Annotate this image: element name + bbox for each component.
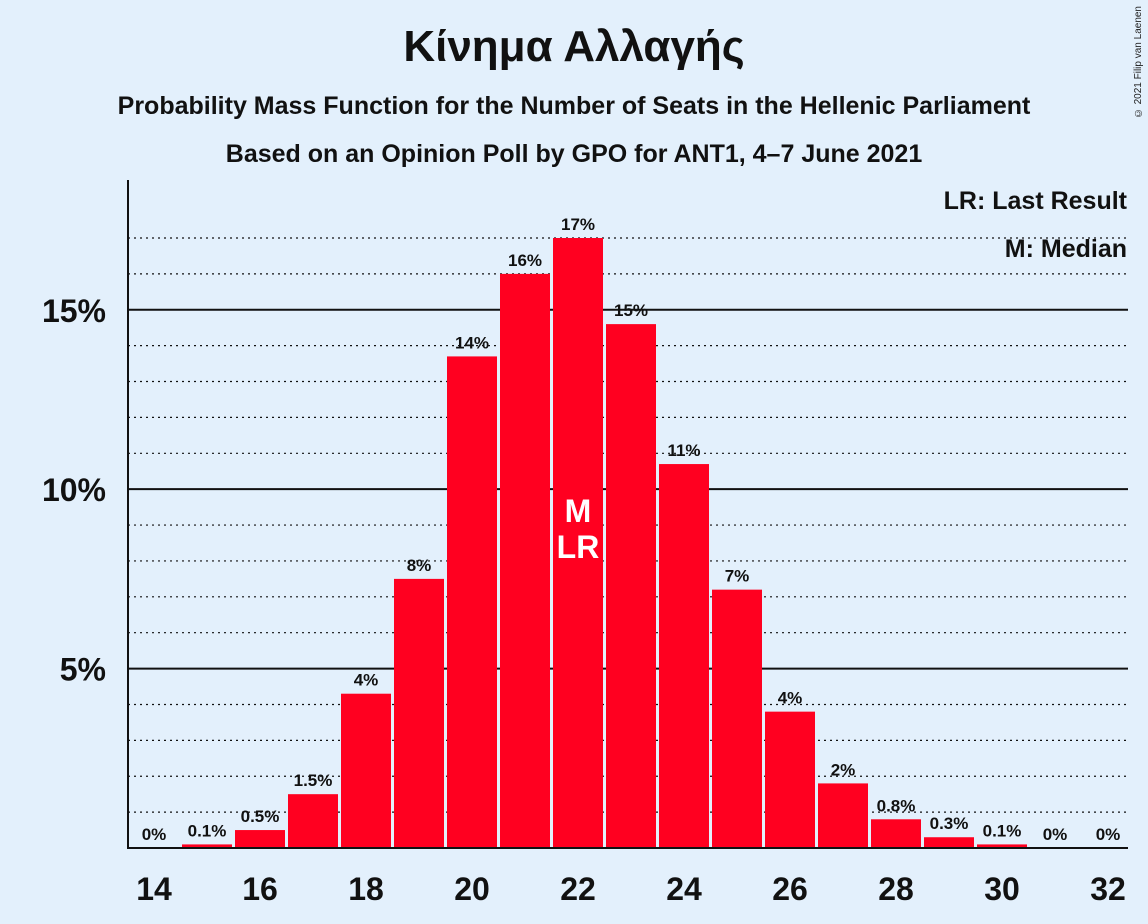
data-label-22: 17% — [561, 215, 595, 234]
bar-18 — [341, 693, 391, 848]
data-label-25: 7% — [725, 567, 750, 586]
data-labels: 0% 0.1% 0.5% 1.5% 4% 8% 14% 16% 17% 15% 11% 7% 4% 2% 0… — [142, 215, 1121, 844]
data-label-16: 0.5% — [241, 807, 280, 826]
x-tick-label-14: 14 — [136, 871, 172, 907]
bar-28 — [871, 819, 921, 848]
bar-29 — [924, 837, 974, 848]
x-tick-label-16: 16 — [242, 871, 278, 907]
data-label-24: 11% — [667, 441, 700, 460]
y-tick-label-15: 15% — [42, 293, 106, 329]
data-label-26: 4% — [778, 689, 803, 708]
bars — [182, 238, 1027, 849]
x-tick-label-24: 24 — [666, 871, 702, 907]
bar-23 — [606, 324, 656, 848]
bar-15 — [182, 844, 232, 848]
data-label-19: 8% — [407, 556, 432, 575]
x-tick-label-22: 22 — [560, 871, 596, 907]
y-tick-label-5: 5% — [60, 652, 106, 688]
data-label-28: 0.8% — [877, 796, 916, 815]
axes: 5% 10% 15% 14 16 18 20 22 24 26 28 30 32 — [42, 180, 1128, 907]
bar-19 — [394, 578, 444, 848]
legend-median: M: Median — [1005, 235, 1127, 263]
x-tick-label-28: 28 — [878, 871, 914, 907]
data-label-18: 4% — [354, 671, 379, 690]
data-label-14: 0% — [142, 825, 167, 844]
data-label-29: 0.3% — [930, 814, 969, 833]
bar-26 — [765, 711, 815, 848]
data-label-32: 0% — [1096, 825, 1121, 844]
last-result-marker: LR — [557, 529, 600, 565]
chart-subtitle-source: Based on an Opinion Poll by GPO for ANT1… — [225, 140, 923, 168]
data-label-31: 0% — [1043, 825, 1068, 844]
bar-30 — [977, 844, 1027, 848]
data-label-27: 2% — [831, 760, 856, 779]
x-tick-label-30: 30 — [984, 871, 1020, 907]
data-label-15: 0.1% — [188, 821, 227, 840]
x-tick-label-20: 20 — [454, 871, 490, 907]
data-label-23: 15% — [614, 301, 648, 320]
data-label-20: 14% — [455, 333, 489, 352]
data-label-17: 1.5% — [294, 771, 333, 790]
chart-title: Κίνημα Αλλαγής — [403, 22, 745, 71]
bar-20 — [447, 356, 497, 848]
x-tick-label-26: 26 — [772, 871, 808, 907]
bar-22 — [553, 238, 603, 848]
bar-24 — [659, 464, 709, 848]
bar-16 — [235, 830, 285, 848]
data-label-30: 0.1% — [983, 821, 1022, 840]
data-label-21: 16% — [508, 251, 542, 270]
x-tick-label-18: 18 — [348, 871, 384, 907]
y-tick-label-10: 10% — [42, 472, 106, 508]
bar-17 — [288, 794, 338, 848]
x-tick-label-32: 32 — [1090, 871, 1126, 907]
bar-25 — [712, 589, 762, 848]
legend-last-result: LR: Last Result — [944, 187, 1128, 215]
bar-27 — [818, 783, 868, 848]
chart-subtitle: Probability Mass Function for the Number… — [117, 92, 1031, 120]
median-marker: M — [565, 493, 592, 529]
bar-21 — [500, 273, 550, 849]
